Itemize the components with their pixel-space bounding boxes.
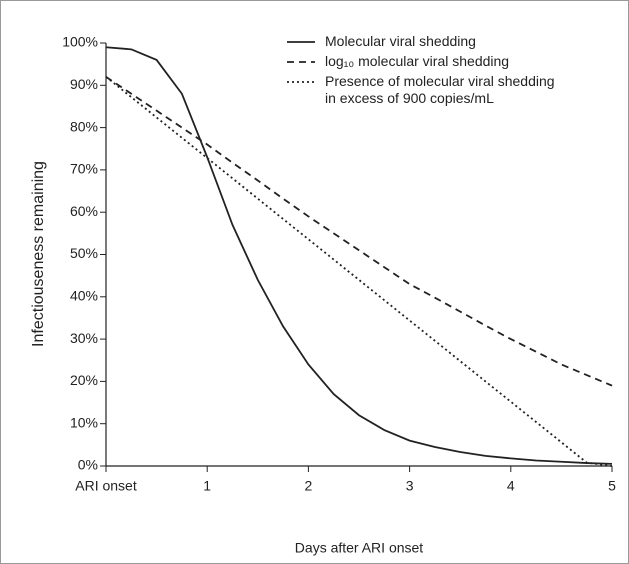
- y-tick-label: 100%: [62, 34, 98, 50]
- legend-label: Molecular viral shedding: [325, 33, 476, 49]
- x-tick-label: 2: [305, 478, 313, 494]
- y-tick-label: 80%: [70, 118, 98, 134]
- legend-swatch: [287, 81, 315, 83]
- y-tick-label: 40%: [70, 288, 98, 304]
- legend-swatch: [287, 61, 315, 63]
- y-tick-label: 60%: [70, 203, 98, 219]
- x-tick-label: 4: [507, 478, 515, 494]
- x-tick-label: 1: [203, 478, 211, 494]
- y-tick-label: 0%: [78, 457, 98, 473]
- legend-entry: log₁₀ molecular viral shedding: [285, 53, 555, 70]
- y-axis-label: Infectiouseness remaining: [30, 161, 47, 347]
- legend-swatch: [287, 41, 315, 43]
- x-tick-label: 3: [406, 478, 414, 494]
- y-tick-label: 50%: [70, 245, 98, 261]
- legend-entry: Presence of molecular viral shedding in …: [285, 73, 555, 107]
- y-tick-label: 20%: [70, 372, 98, 388]
- series-line: [105, 46, 613, 465]
- x-tick-label: ARI onset: [75, 478, 137, 494]
- y-tick-label: 90%: [70, 76, 98, 92]
- x-axis-label: Days after ARI onset: [295, 540, 424, 556]
- legend: Molecular viral shedding log₁₀ molecular …: [285, 33, 555, 110]
- y-tick-label: 70%: [70, 161, 98, 177]
- y-tick-label: 30%: [70, 330, 98, 346]
- legend-entry: Molecular viral shedding: [285, 33, 555, 50]
- legend-label: Presence of molecular viral shedding in …: [325, 73, 555, 106]
- series-line: [105, 76, 613, 387]
- legend-label: log₁₀ molecular viral shedding: [325, 53, 510, 69]
- series-line: [105, 76, 613, 467]
- x-tick-label: 5: [608, 478, 616, 494]
- y-tick-label: 10%: [70, 414, 98, 430]
